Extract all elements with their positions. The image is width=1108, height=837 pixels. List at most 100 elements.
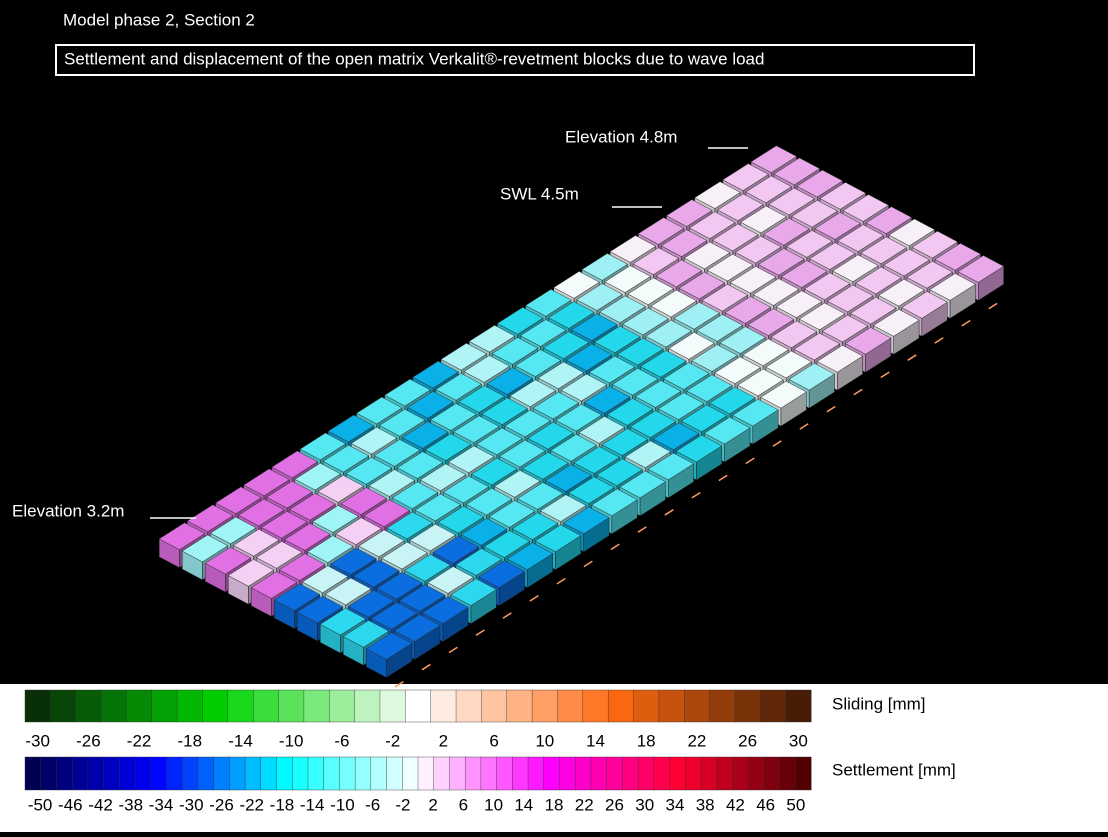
colorbar-tick-label: 14 <box>586 731 605 750</box>
colorbar-tick-label: 2 <box>439 731 448 750</box>
colorbar-tick-label: 46 <box>756 795 775 814</box>
colorbar-segment <box>764 757 780 790</box>
colorbar-tick-label: 26 <box>605 795 624 814</box>
colorbar-segment <box>512 757 528 790</box>
colorbar-tick-label: 18 <box>545 795 564 814</box>
colorbar-segment <box>304 690 330 722</box>
colorbar-segment <box>735 690 761 722</box>
colorbar-segment <box>607 757 623 790</box>
colorbar-segment <box>608 690 634 722</box>
colorbar-segment <box>670 757 686 790</box>
colorbar-tick-label: 14 <box>514 795 533 814</box>
colorbar-tick-label: -10 <box>330 795 355 814</box>
colorbar-segment <box>151 757 167 790</box>
colorbar-tick-label: -26 <box>76 731 101 750</box>
colorbar-tick-label: 6 <box>489 731 498 750</box>
colorbar-segment <box>497 757 513 790</box>
colorbar-segment <box>119 757 135 790</box>
colorbar-segment <box>418 757 434 790</box>
colorbar-segment <box>25 757 41 790</box>
colorbar-segment <box>253 690 279 722</box>
colorbar-segment <box>72 757 88 790</box>
colorbar-tick-label: -50 <box>28 795 53 814</box>
colorbar-segment <box>701 757 717 790</box>
colorbar-segment <box>634 690 660 722</box>
colorbar-tick-label: -14 <box>228 731 253 750</box>
colorbar-segment <box>380 690 406 722</box>
colorbar-segment <box>126 690 152 722</box>
colorbar-segment <box>88 757 104 790</box>
colorbar-segment <box>456 690 482 722</box>
annotation-label: SWL 4.5m <box>500 184 579 203</box>
colorbar-tick-label: 42 <box>726 795 745 814</box>
colorbar-tick-label: -10 <box>279 731 304 750</box>
colorbar-tick-label: -14 <box>300 795 325 814</box>
colorbar-segment <box>638 757 654 790</box>
colorbar-tick-label: 18 <box>637 731 656 750</box>
colorbar-segment <box>41 757 57 790</box>
colorbar-segment <box>152 690 178 722</box>
colorbar-segment <box>245 757 261 790</box>
colorbar-segment <box>583 690 609 722</box>
colorbar-segment <box>507 690 533 722</box>
colorbar-segment <box>575 757 591 790</box>
colorbar-segment <box>355 690 381 722</box>
colorbar-segment <box>559 757 575 790</box>
colorbar-segment <box>748 757 764 790</box>
colorbar-tick-label: 10 <box>535 731 554 750</box>
colorbar-tick-label: 6 <box>459 795 468 814</box>
colorbar-segment <box>465 757 481 790</box>
colorbar-segment <box>431 690 457 722</box>
colorbar-tick-label: -2 <box>385 731 400 750</box>
colorbar-tick-label: 38 <box>696 795 715 814</box>
colorbar-tick-label: -2 <box>395 795 410 814</box>
colorbar-segment <box>528 757 544 790</box>
colorbar-title: Settlement [mm] <box>832 760 956 779</box>
colorbar-segment <box>308 757 324 790</box>
colorbar-segment <box>50 690 76 722</box>
colorbar-segment <box>684 690 710 722</box>
colorbar-segment <box>371 757 387 790</box>
colorbar-tick-label: -38 <box>119 795 144 814</box>
colorbar-tick-label: 2 <box>428 795 437 814</box>
colorbar-tick-label: -34 <box>149 795 174 814</box>
colorbar-title: Sliding [mm] <box>832 694 926 713</box>
colorbar-segment <box>229 757 245 790</box>
colorbar-segment <box>277 757 293 790</box>
colorbar-segment <box>717 757 733 790</box>
colorbar-tick-label: 30 <box>635 795 654 814</box>
colorbar-tick-label: 22 <box>687 731 706 750</box>
colorbar-tick-label: -6 <box>365 795 380 814</box>
colorbar-segment <box>25 690 51 722</box>
colorbar-segment <box>659 690 685 722</box>
colorbar-segment <box>795 757 811 790</box>
colorbar-tick-label: -30 <box>25 731 50 750</box>
colorbar-segment <box>76 690 102 722</box>
title: Model phase 2, Section 2 <box>63 10 255 29</box>
colorbar-segment <box>732 757 748 790</box>
colorbar-segment <box>339 757 355 790</box>
colorbar-segment <box>387 757 403 790</box>
colorbar-segment <box>481 690 507 722</box>
colorbar-segment <box>622 757 638 790</box>
colorbar-segment <box>760 690 786 722</box>
colorbar-tick-label: 26 <box>738 731 757 750</box>
colorbar-tick-label: -6 <box>334 731 349 750</box>
colorbar-segment <box>685 757 701 790</box>
colorbar-segment <box>355 757 371 790</box>
colorbar-tick-label: -22 <box>239 795 264 814</box>
annotation-label: Elevation 3.2m <box>12 501 124 520</box>
colorbar-tick-label: -22 <box>127 731 152 750</box>
colorbar-segment <box>182 757 198 790</box>
colorbar-tick-label: 10 <box>484 795 503 814</box>
colorbar-segment <box>214 757 230 790</box>
annotation-label: Elevation 4.8m <box>565 127 677 146</box>
colorbar-tick-label: -18 <box>270 795 295 814</box>
colorbar-segment <box>786 690 812 722</box>
colorbar-segment <box>292 757 308 790</box>
colorbar-tick-label: -42 <box>88 795 113 814</box>
colorbar-segment <box>101 690 127 722</box>
colorbar-segment <box>780 757 796 790</box>
colorbar-tick-label: 50 <box>786 795 805 814</box>
colorbar-segment <box>135 757 151 790</box>
